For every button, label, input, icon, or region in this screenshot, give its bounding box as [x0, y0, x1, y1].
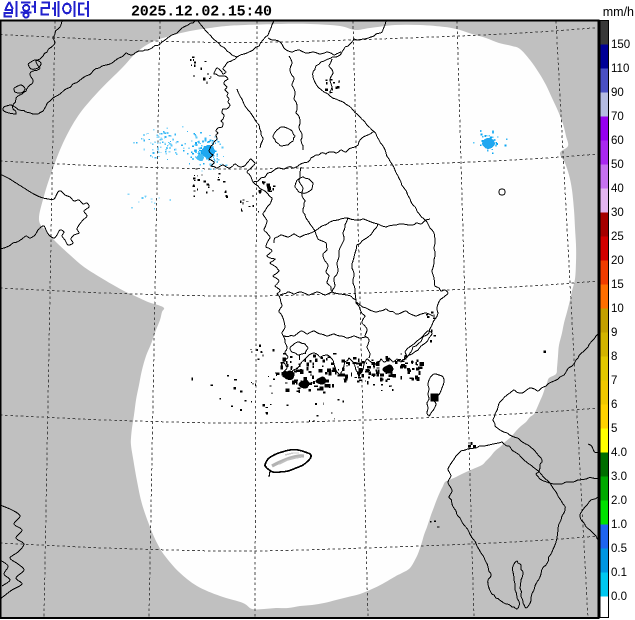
svg-text:10: 10	[611, 303, 624, 315]
svg-text:25: 25	[611, 231, 624, 243]
svg-text:110: 110	[611, 63, 629, 75]
svg-text:15: 15	[611, 279, 624, 291]
svg-text:1.0: 1.0	[611, 519, 627, 531]
svg-text:70: 70	[611, 111, 624, 123]
svg-text:7: 7	[611, 375, 617, 387]
svg-text:3.0: 3.0	[611, 471, 627, 483]
svg-text:0.5: 0.5	[611, 543, 627, 555]
svg-text:90: 90	[611, 87, 624, 99]
svg-text:150: 150	[611, 39, 630, 51]
svg-text:30: 30	[611, 207, 624, 219]
svg-text:0.0: 0.0	[611, 591, 627, 603]
svg-text:4.0: 4.0	[611, 447, 627, 459]
svg-text:0.1: 0.1	[611, 567, 627, 579]
svg-text:mm/h: mm/h	[603, 5, 634, 19]
svg-text:40: 40	[611, 183, 624, 195]
svg-text:2.0: 2.0	[611, 495, 627, 507]
svg-text:20: 20	[611, 255, 624, 267]
svg-text:9: 9	[611, 327, 617, 339]
svg-text:50: 50	[611, 159, 624, 171]
svg-text:5: 5	[611, 423, 617, 435]
svg-text:2025.12.02.15:40: 2025.12.02.15:40	[131, 4, 272, 21]
svg-text:8: 8	[611, 351, 617, 363]
svg-text:6: 6	[611, 399, 617, 411]
svg-text:60: 60	[611, 135, 624, 147]
